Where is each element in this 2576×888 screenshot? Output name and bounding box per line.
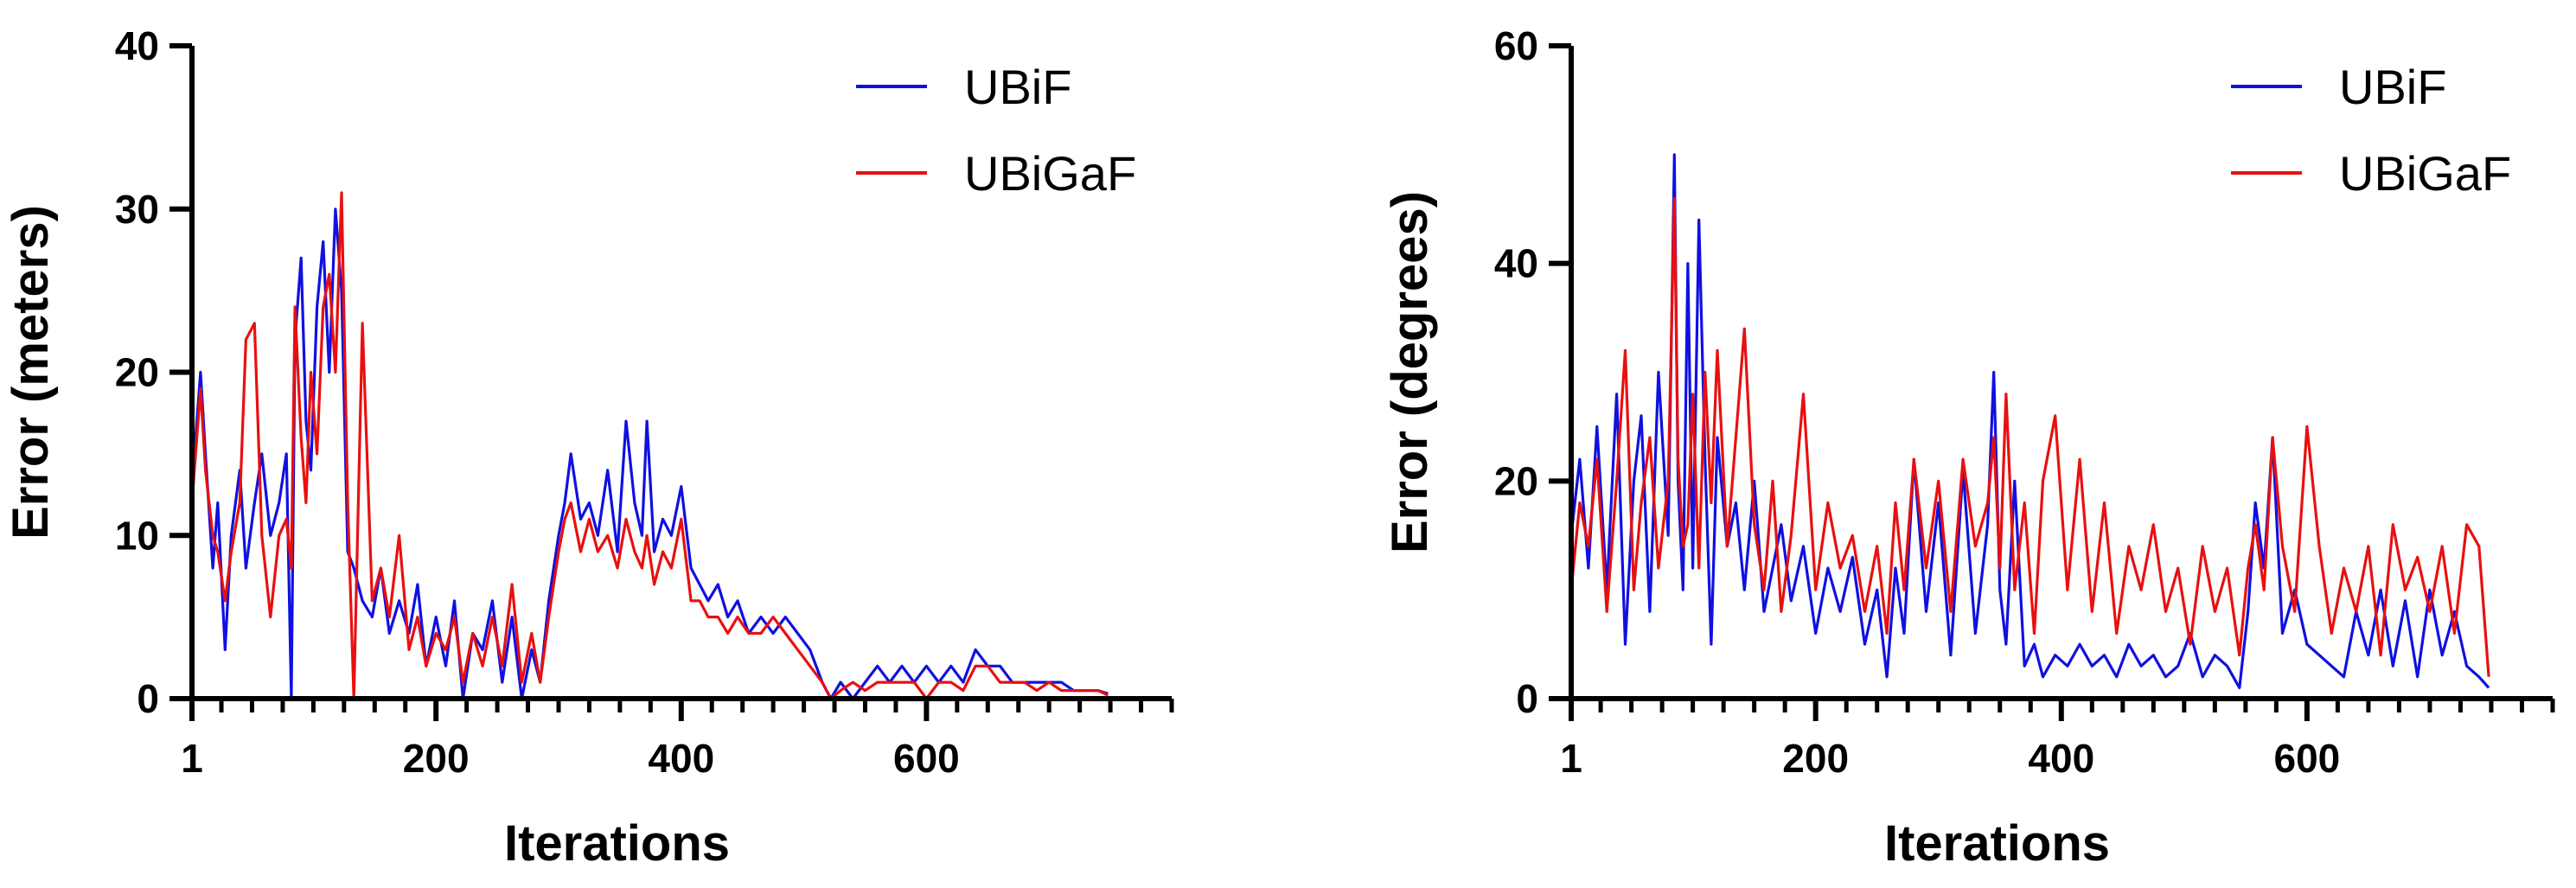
y-tick-label: 0 xyxy=(137,676,159,721)
y-tick-label: 40 xyxy=(115,23,159,68)
x-tick-label: 200 xyxy=(1782,736,1849,781)
x-axis-title: Iterations xyxy=(1884,815,2110,872)
legend-label-ubif: UBiF xyxy=(964,60,1071,114)
y-axis-title: Error (meters) xyxy=(3,205,59,540)
legend-label-ubigaf: UBiGaF xyxy=(2339,146,2511,201)
chart-panel-position-error: 0 10 20 30 40 1 200 400 600 Iterations Error (mete… xyxy=(3,23,1174,872)
legend-label-ubif: UBiF xyxy=(2339,60,2446,114)
series-line-ubigaf xyxy=(1569,196,2490,677)
x-tick-label: 600 xyxy=(893,736,960,781)
y-tick-label: 60 xyxy=(1494,23,1538,68)
x-tick-label: 400 xyxy=(2028,736,2094,781)
y-tick-label: 20 xyxy=(1494,458,1538,503)
y-axis-title: Error (degrees) xyxy=(1382,191,1438,553)
y-tick-label: 10 xyxy=(115,513,159,558)
y-tick-label: 40 xyxy=(1494,241,1538,286)
series-line-ubigaf xyxy=(190,191,1109,700)
x-tick-label: 1 xyxy=(181,736,203,781)
series-line-ubif xyxy=(1569,153,2490,690)
series-line-ubif xyxy=(190,208,1109,700)
x-tick-label: 1 xyxy=(1560,736,1582,781)
y-tick-label: 20 xyxy=(115,350,159,395)
y-tick-label: 30 xyxy=(115,187,159,232)
x-tick-label: 200 xyxy=(403,736,470,781)
y-tick-label: 0 xyxy=(1516,676,1538,721)
chart-panel-orientation-error: 0 20 40 60 1 200 400 600 Iterations Error (degree… xyxy=(1382,23,2555,872)
legend-label-ubigaf: UBiGaF xyxy=(964,146,1136,201)
x-tick-label: 600 xyxy=(2274,736,2341,781)
x-axis-title: Iterations xyxy=(504,815,730,872)
x-tick-label: 400 xyxy=(648,736,714,781)
